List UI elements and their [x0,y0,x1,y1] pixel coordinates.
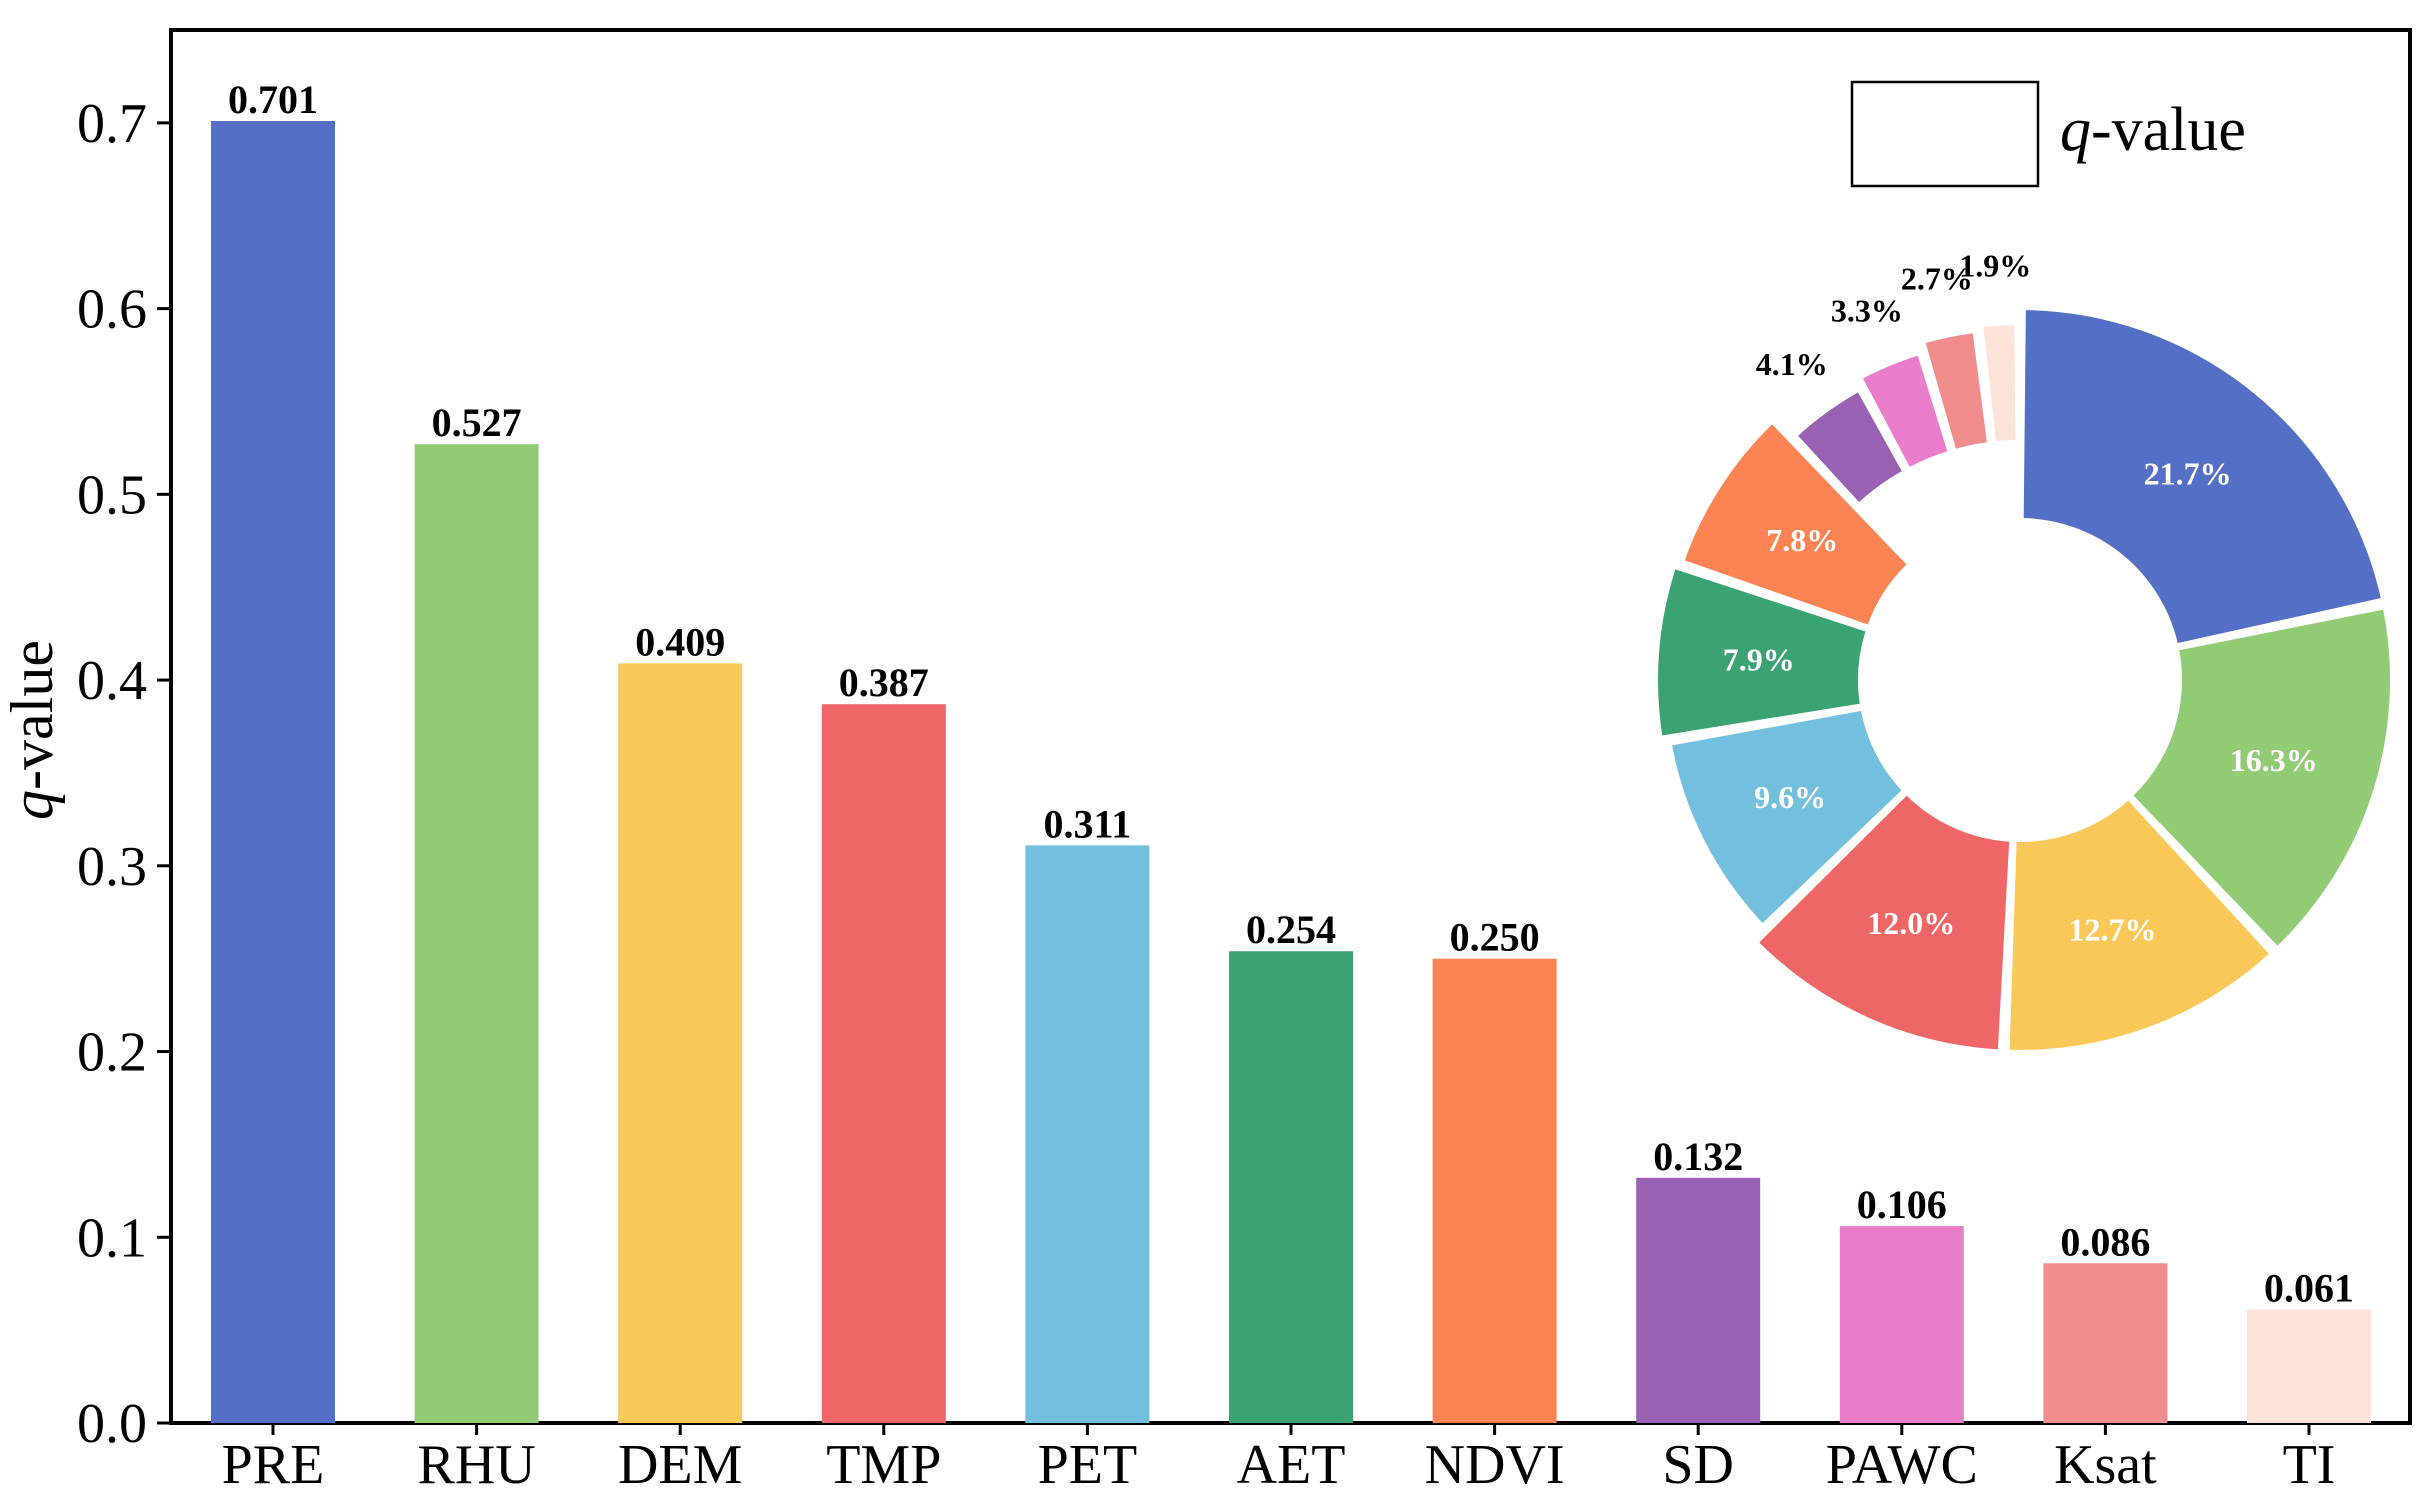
x-tick-label-pet: PET [1038,1434,1138,1496]
x-tick-label-pawc: PAWC [1826,1434,1978,1496]
legend-label: q-value [2060,96,2246,164]
x-tick-label-ndvi: NDVI [1425,1434,1565,1496]
donut-label-aet: 7.9% [1723,641,1795,677]
x-tick-label-ti: TI [2283,1434,2336,1496]
legend-label-italic: q [2060,96,2091,164]
donut-slice-sd [1793,387,1907,507]
bar-value-pawc: 0.106 [1857,1182,1947,1227]
y-tick-label: 0.0 [77,1393,147,1455]
legend: q-value [1850,80,2246,188]
bar-value-ndvi: 0.250 [1450,915,1540,960]
donut-label-pet: 9.6% [1754,779,1826,815]
bar-value-rhu: 0.527 [432,400,522,445]
bar-value-sd: 0.132 [1653,1134,1743,1179]
bar-dem [618,663,743,1423]
x-tick-label-ksat: Ksat [2054,1434,2157,1496]
bar-value-pet: 0.311 [1044,801,1132,846]
donut-slice-pawc [1858,351,1952,472]
y-tick-label: 0.2 [77,1022,147,1084]
donut-label-pawc: 3.3% [1831,292,1903,328]
x-tick-label-rhu: RHU [417,1434,535,1496]
bar-value-dem: 0.409 [635,619,725,664]
bar-value-aet: 0.254 [1246,907,1336,952]
bar-aet [1229,951,1353,1423]
donut-slice-ksat [1921,328,1992,454]
y-axis-label-italic: q [0,790,65,820]
donut-slice-ndvi [1680,419,1912,630]
y-tick-label: 0.1 [77,1207,147,1269]
y-axis-label-rest: -value [0,640,65,790]
donut-label-rhu: 16.3% [2230,742,2318,778]
bar-value-labels: 0.701 0.527 0.409 0.387 0.311 0.254 0.250 0.132… [228,77,2354,1311]
y-tick-label: 0.7 [77,93,147,155]
y-axis-label: q-value [0,640,65,820]
inset-donut-chart [1654,306,2394,1054]
bar-value-pre: 0.701 [228,77,318,122]
inset-donut-labels: 21.7% 16.3% 12.7% 12.0% 9.6% 7.9% 7.8% 4.1%3.3%… [1723,248,2318,948]
legend-swatch [1850,80,2040,188]
donut-label-ksat: 2.7% [1901,261,1973,297]
y-axis-tick-labels: 0.0 0.1 0.2 0.3 0.4 0.5 0.6 0.7 [77,93,147,1455]
bar-pre [211,121,335,1424]
y-tick-label: 0.3 [77,836,147,898]
donut-label-ti: 1.9% [1959,248,2031,284]
donut-slice-aet [1654,564,1870,740]
donut-slice-pre [2019,306,2386,648]
bar-value-tmp: 0.387 [839,660,929,705]
bar-ndvi [1432,958,1557,1423]
donut-slice-rhu [2128,605,2394,951]
y-tick-label: 0.4 [77,650,147,712]
bar-sd [1636,1177,1761,1423]
bar-pawc [1839,1226,1964,1423]
legend-label-rest: -value [2091,96,2246,164]
bar-ti [2247,1309,2371,1423]
donut-label-tmp: 12.0% [1867,905,1955,941]
donut-slice-pet [1667,706,1907,928]
donut-slice-tmp [1754,790,2014,1054]
bar-ksat [2043,1263,2168,1423]
donut-label-ndvi: 7.8% [1766,522,1838,558]
donut-label-sd: 4.1% [1756,346,1828,382]
y-tick-label: 0.5 [77,464,147,526]
y-tick-label: 0.6 [77,279,147,341]
bar-value-ti: 0.061 [2264,1266,2354,1311]
bar-value-ksat: 0.086 [2060,1219,2150,1264]
donut-slice-ti [1979,321,2020,446]
x-tick-label-dem: DEM [618,1434,742,1496]
bar-rhu [414,444,539,1424]
donut-label-pre: 21.7% [2144,455,2232,491]
x-tick-label-sd: SD [1662,1434,1734,1496]
x-axis-tick-labels: PRE RHU DEM TMP PET AET NDVI SD PAWC Ksat TI [222,1434,2336,1496]
bar-series [211,121,2371,1424]
x-tick-label-pre: PRE [222,1434,325,1496]
donut-label-dem: 12.7% [2068,911,2156,947]
donut-slice-dem [2005,795,2274,1054]
bar-pet [1025,845,1150,1423]
x-tick-label-aet: AET [1237,1434,1346,1496]
bar-tmp [821,704,946,1423]
x-tick-label-tmp: TMP [826,1434,941,1496]
